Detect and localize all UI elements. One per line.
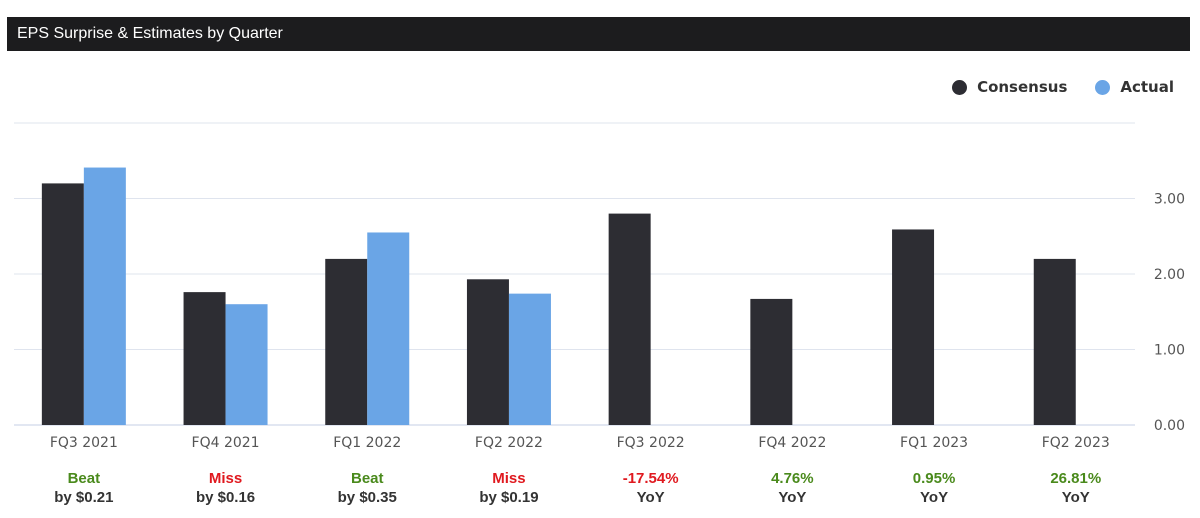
- x-tick-label: FQ4 2021: [192, 435, 260, 451]
- result-status: 4.76%: [771, 470, 814, 487]
- bar-consensus: [892, 229, 935, 425]
- x-tick-label: FQ3 2022: [617, 435, 685, 451]
- chart-header: EPS Surprise & Estimates by Quarter: [7, 17, 1190, 51]
- bar-actual: [225, 304, 268, 425]
- chart-title: EPS Surprise & Estimates by Quarter: [17, 25, 283, 42]
- x-tick-label: FQ2 2022: [475, 435, 543, 451]
- bar-consensus: [750, 298, 793, 425]
- bar-actual: [83, 167, 126, 426]
- x-tick-label: FQ1 2022: [333, 435, 401, 451]
- result-detail: by $0.19: [479, 489, 538, 506]
- bar-consensus: [325, 258, 368, 425]
- result-status: Miss: [492, 470, 525, 487]
- bar-actual: [508, 293, 551, 425]
- legend-label-consensus: Consensus: [977, 78, 1068, 96]
- result-detail: YoY: [778, 489, 806, 506]
- result-detail: YoY: [1062, 489, 1090, 506]
- result-status: 0.95%: [913, 470, 956, 487]
- x-tick-label: FQ2 2023: [1042, 435, 1110, 451]
- legend-dot-consensus: [952, 79, 968, 95]
- legend-item-actual[interactable]: Actual: [1095, 78, 1174, 96]
- x-tick-label: FQ1 2023: [900, 435, 968, 451]
- result-status: Beat: [68, 470, 101, 487]
- bar-actual: [367, 232, 410, 425]
- result-detail: by $0.35: [338, 489, 397, 506]
- result-status: 26.81%: [1050, 470, 1101, 487]
- result-detail: by $0.21: [54, 489, 113, 506]
- bar-consensus: [1033, 258, 1076, 425]
- x-tick-label: FQ4 2022: [758, 435, 826, 451]
- y-tick-label: 2.00: [1154, 267, 1185, 283]
- bar-consensus: [466, 279, 509, 425]
- bar-consensus: [41, 183, 84, 425]
- bar-consensus: [183, 292, 226, 425]
- legend-item-consensus[interactable]: Consensus: [952, 78, 1067, 96]
- y-tick-label: 3.00: [1154, 192, 1185, 208]
- result-status: -17.54%: [623, 470, 679, 487]
- x-tick-label: FQ3 2021: [50, 435, 118, 451]
- y-tick-label: 0.00: [1154, 418, 1185, 434]
- legend-label-actual: Actual: [1120, 78, 1174, 96]
- result-status: Beat: [351, 470, 384, 487]
- result-status: Miss: [209, 470, 242, 487]
- result-detail: YoY: [637, 489, 665, 506]
- legend-dot-actual: [1095, 79, 1111, 95]
- result-detail: by $0.16: [196, 489, 255, 506]
- bar-consensus: [608, 213, 651, 425]
- chart-legend: Consensus Actual: [924, 78, 1174, 96]
- y-tick-label: 1.00: [1154, 343, 1185, 359]
- result-detail: YoY: [920, 489, 948, 506]
